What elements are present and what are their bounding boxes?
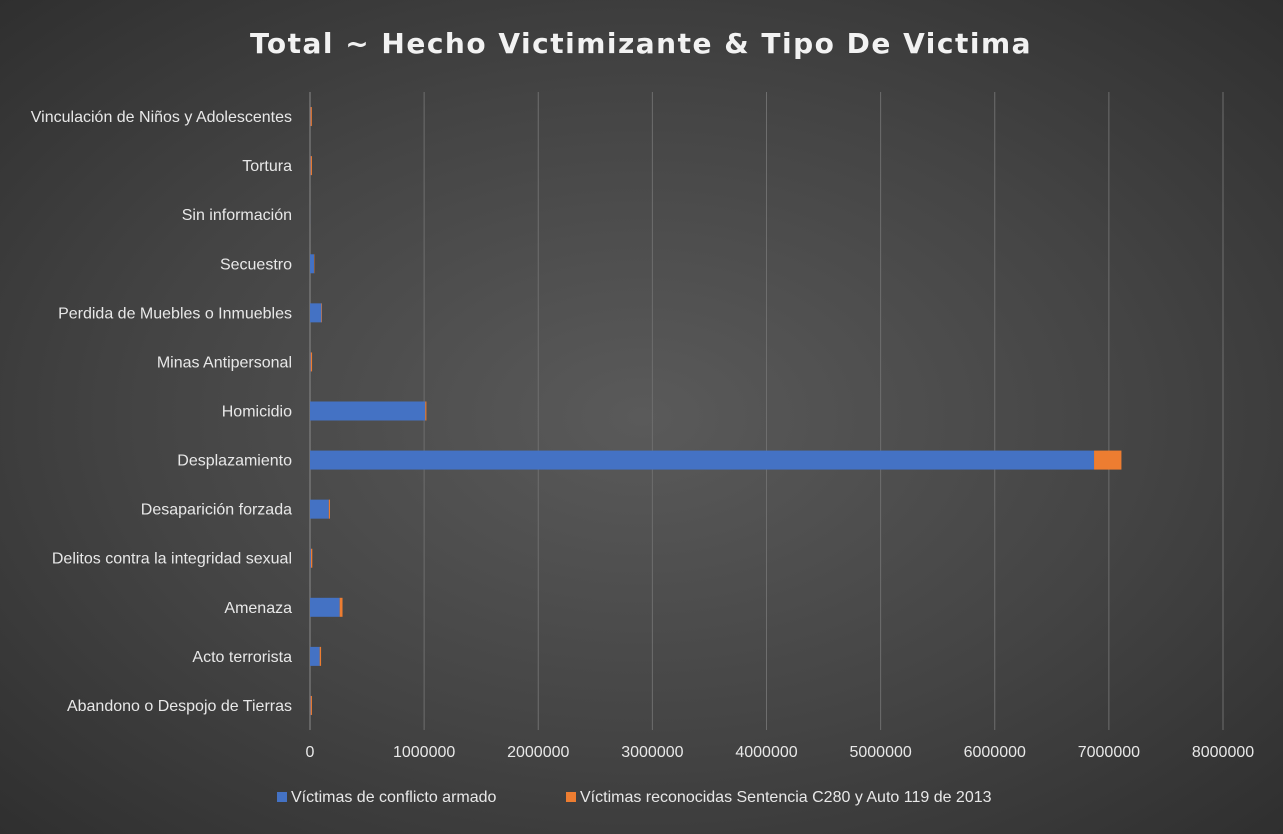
- bar-conflicto-armado: [310, 646, 320, 666]
- category-label: Minas Antipersonal: [157, 354, 292, 371]
- bar-conflicto-armado: [310, 450, 1095, 470]
- category-label: Desplazamiento: [177, 453, 292, 470]
- bar-sentencia-c280: [319, 646, 322, 666]
- bar-sentencia-c280: [310, 107, 312, 127]
- legend-label: Víctimas de conflicto armado: [291, 789, 497, 806]
- bar-conflicto-armado: [310, 499, 329, 519]
- bars: [310, 107, 1122, 715]
- bar-sentencia-c280: [339, 597, 343, 617]
- bar-sentencia-c280: [328, 499, 330, 519]
- bar-sentencia-c280: [321, 303, 322, 323]
- bar-conflicto-armado: [310, 548, 311, 568]
- category-label: Acto terrorista: [192, 649, 292, 666]
- bar-conflicto-armado: [310, 695, 311, 715]
- x-tick-label: 6000000: [964, 744, 1026, 761]
- bar-sentencia-c280: [310, 156, 312, 176]
- legend-label: Víctimas reconocidas Sentencia C280 y Au…: [580, 789, 992, 806]
- chart-title: Total ~ Hecho Victimizante & Tipo De Vic…: [250, 27, 1032, 60]
- bar-conflicto-armado: [310, 401, 426, 421]
- bar-sentencia-c280: [310, 548, 313, 568]
- bar-conflicto-armado: [310, 303, 322, 323]
- x-tick-label: 2000000: [507, 744, 569, 761]
- bar-sentencia-c280: [310, 695, 312, 715]
- x-tick-label: 3000000: [621, 744, 683, 761]
- x-tick-label: 4000000: [735, 744, 797, 761]
- x-tick-label: 0: [306, 744, 315, 761]
- bar-conflicto-armado: [310, 156, 311, 176]
- category-label: Vinculación de Niños y Adolescentes: [31, 109, 292, 126]
- bar-conflicto-armado: [310, 597, 340, 617]
- category-label: Amenaza: [224, 600, 292, 617]
- x-tick-label: 1000000: [393, 744, 455, 761]
- gridlines: [309, 92, 1224, 730]
- category-label: Sin información: [182, 207, 292, 224]
- x-tick-label: 5000000: [849, 744, 911, 761]
- bar-sentencia-c280: [310, 352, 313, 372]
- bar-sentencia-c280: [1094, 450, 1122, 470]
- legend-swatch: [566, 792, 576, 802]
- category-label: Tortura: [242, 158, 292, 175]
- x-tick-labels: 0 1000000 2000000 3000000 4000000 5000000 6000…: [306, 744, 1255, 761]
- category-label: Secuestro: [220, 256, 292, 273]
- legend: Víctimas de conflicto armado Víctimas rec…: [277, 789, 992, 806]
- category-label: Perdida de Muebles o Inmuebles: [58, 305, 292, 322]
- category-labels: Abandono o Despojo de Tierras Acto terror…: [31, 109, 292, 715]
- category-label: Delitos contra la integridad sexual: [52, 551, 292, 568]
- x-tick-label: 8000000: [1192, 744, 1254, 761]
- bar-conflicto-armado: [310, 254, 314, 274]
- legend-swatch: [277, 792, 287, 802]
- bar-sentencia-c280: [425, 401, 427, 421]
- x-tick-label: 7000000: [1078, 744, 1140, 761]
- category-label: Desaparición forzada: [141, 502, 292, 519]
- category-label: Abandono o Despojo de Tierras: [67, 698, 292, 715]
- category-label: Homicidio: [222, 404, 292, 421]
- bar-conflicto-armado: [310, 352, 311, 372]
